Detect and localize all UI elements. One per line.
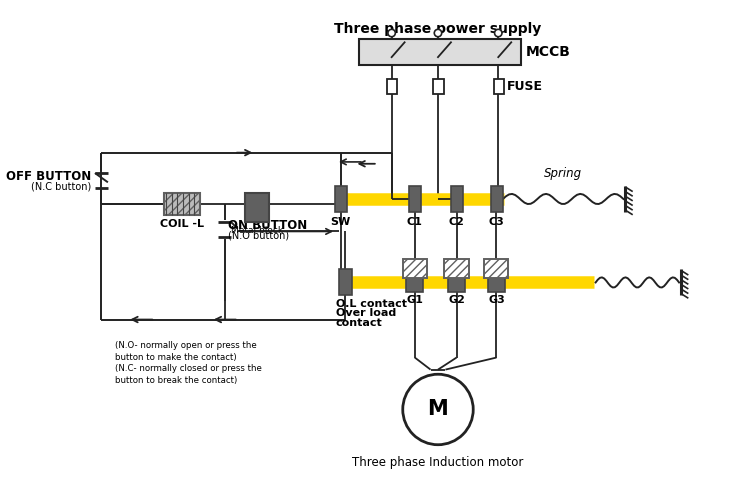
Text: Metal block: Metal block: [231, 226, 284, 235]
Circle shape: [494, 30, 502, 36]
Bar: [387, 80, 398, 94]
Bar: [451, 186, 463, 212]
Bar: [448, 278, 465, 291]
Bar: [484, 260, 508, 278]
Bar: [410, 186, 422, 212]
Text: C1: C1: [406, 216, 423, 226]
Text: (N.O- normally open or press the
button to make the contact)
(N.C- normally clos: (N.O- normally open or press the button …: [116, 341, 262, 386]
Text: Over load: Over load: [336, 308, 396, 318]
Circle shape: [434, 30, 442, 36]
Text: G1: G1: [406, 296, 423, 306]
Text: MCCB: MCCB: [526, 44, 571, 59]
Text: OFF BUTTON: OFF BUTTON: [6, 170, 91, 183]
Text: M: M: [427, 400, 448, 419]
Text: (N.C button): (N.C button): [31, 181, 92, 191]
Bar: [488, 278, 505, 291]
Text: FUSE: FUSE: [506, 80, 542, 94]
Bar: [490, 186, 503, 212]
Bar: [494, 80, 504, 94]
Text: Three phase Induction motor: Three phase Induction motor: [352, 456, 524, 469]
Text: O.L contact: O.L contact: [336, 299, 407, 309]
Bar: [406, 278, 423, 291]
Text: Three phase power supply: Three phase power supply: [334, 22, 542, 36]
Bar: [359, 38, 521, 64]
Text: COIL -L: COIL -L: [160, 220, 204, 230]
Text: C2: C2: [448, 216, 464, 226]
Text: G2: G2: [448, 296, 465, 306]
Text: C3: C3: [488, 216, 504, 226]
Bar: [445, 260, 469, 278]
Bar: [335, 186, 347, 212]
Bar: [164, 192, 200, 215]
Bar: [403, 260, 427, 278]
Bar: [433, 80, 443, 94]
Text: (N.O button): (N.O button): [229, 230, 290, 240]
Text: G3: G3: [488, 296, 505, 306]
Text: contact: contact: [336, 318, 382, 328]
Text: ON BUTTON: ON BUTTON: [229, 220, 308, 232]
Bar: [245, 192, 269, 222]
Circle shape: [388, 30, 395, 36]
Circle shape: [403, 374, 473, 444]
Text: Spring: Spring: [544, 168, 582, 180]
Text: SW: SW: [331, 216, 351, 226]
Bar: [339, 270, 352, 295]
